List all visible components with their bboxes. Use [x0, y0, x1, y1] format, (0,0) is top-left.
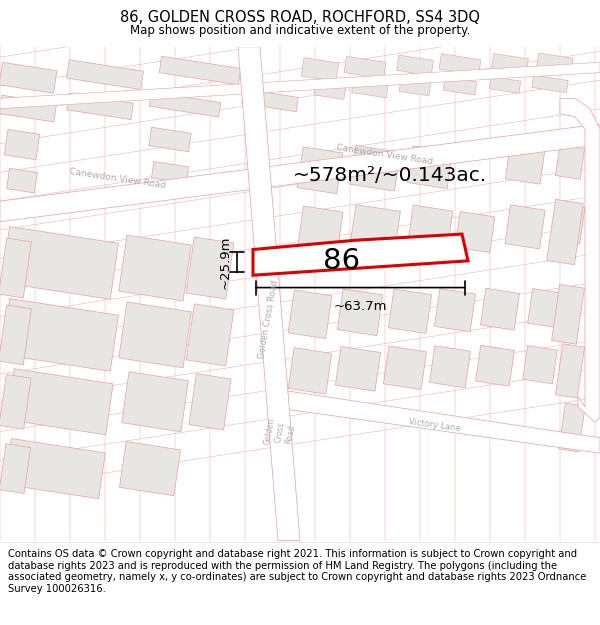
- Polygon shape: [407, 205, 453, 253]
- Polygon shape: [556, 145, 584, 179]
- Polygon shape: [189, 374, 231, 430]
- Polygon shape: [119, 235, 191, 301]
- Polygon shape: [532, 75, 568, 92]
- Polygon shape: [0, 95, 56, 122]
- Polygon shape: [505, 205, 545, 249]
- Polygon shape: [0, 124, 600, 222]
- Text: 86: 86: [323, 247, 361, 275]
- Polygon shape: [297, 147, 343, 194]
- Polygon shape: [455, 212, 495, 253]
- Polygon shape: [547, 199, 583, 264]
- Polygon shape: [481, 288, 520, 330]
- Polygon shape: [399, 78, 431, 96]
- Polygon shape: [253, 234, 468, 275]
- Polygon shape: [5, 439, 106, 499]
- Polygon shape: [383, 346, 427, 389]
- Polygon shape: [0, 62, 57, 93]
- Polygon shape: [350, 146, 400, 191]
- Polygon shape: [149, 92, 221, 117]
- Text: Golden
Cross
Road: Golden Cross Road: [263, 417, 297, 449]
- Polygon shape: [527, 289, 562, 328]
- Polygon shape: [186, 237, 234, 299]
- Text: Golden Cross Road: Golden Cross Road: [257, 279, 280, 359]
- Polygon shape: [476, 346, 514, 386]
- Text: Contains OS data © Crown copyright and database right 2021. This information is : Contains OS data © Crown copyright and d…: [8, 549, 586, 594]
- Polygon shape: [560, 98, 600, 422]
- Polygon shape: [523, 346, 557, 384]
- Polygon shape: [301, 58, 338, 81]
- Polygon shape: [0, 444, 31, 493]
- Polygon shape: [314, 81, 346, 99]
- Text: ~25.9m: ~25.9m: [219, 236, 232, 289]
- Polygon shape: [149, 127, 191, 152]
- Polygon shape: [443, 77, 477, 95]
- Polygon shape: [7, 168, 37, 193]
- Polygon shape: [350, 204, 400, 255]
- Polygon shape: [7, 369, 113, 435]
- Polygon shape: [0, 62, 600, 109]
- Polygon shape: [2, 299, 118, 371]
- Polygon shape: [0, 305, 31, 365]
- Polygon shape: [388, 289, 431, 334]
- Polygon shape: [555, 204, 585, 244]
- Polygon shape: [0, 374, 31, 429]
- Polygon shape: [4, 129, 40, 160]
- Polygon shape: [67, 60, 143, 89]
- Polygon shape: [186, 304, 234, 366]
- Text: ~63.7m: ~63.7m: [334, 300, 387, 313]
- Polygon shape: [489, 76, 521, 93]
- Polygon shape: [344, 56, 386, 79]
- Polygon shape: [270, 388, 600, 453]
- Polygon shape: [556, 344, 584, 398]
- Polygon shape: [0, 238, 31, 298]
- Polygon shape: [119, 302, 191, 368]
- Polygon shape: [67, 94, 133, 119]
- Polygon shape: [242, 89, 298, 112]
- Text: Canewdon View Road: Canewdon View Road: [69, 167, 167, 190]
- Polygon shape: [159, 56, 241, 85]
- Polygon shape: [352, 78, 388, 98]
- Polygon shape: [559, 403, 585, 452]
- Polygon shape: [397, 55, 433, 76]
- Polygon shape: [2, 226, 118, 299]
- Polygon shape: [537, 53, 573, 72]
- Text: Canewdon View Road: Canewdon View Road: [336, 143, 434, 166]
- Text: 86, GOLDEN CROSS ROAD, ROCHFORD, SS4 3DQ: 86, GOLDEN CROSS ROAD, ROCHFORD, SS4 3DQ: [120, 10, 480, 25]
- Text: Victory Lane: Victory Lane: [409, 418, 461, 434]
- Polygon shape: [119, 441, 181, 496]
- Polygon shape: [238, 47, 300, 541]
- Polygon shape: [122, 372, 188, 432]
- Text: ~578m²/~0.143ac.: ~578m²/~0.143ac.: [293, 166, 487, 185]
- Polygon shape: [152, 162, 188, 183]
- Polygon shape: [551, 284, 584, 344]
- Polygon shape: [337, 289, 383, 336]
- Polygon shape: [288, 348, 332, 394]
- Polygon shape: [439, 54, 481, 75]
- Polygon shape: [407, 146, 452, 189]
- Polygon shape: [430, 346, 470, 388]
- Text: Map shows position and indicative extent of the property.: Map shows position and indicative extent…: [130, 24, 470, 36]
- Polygon shape: [288, 290, 332, 339]
- Polygon shape: [335, 346, 380, 391]
- Polygon shape: [491, 54, 529, 73]
- Polygon shape: [505, 146, 545, 184]
- Polygon shape: [297, 206, 343, 258]
- Polygon shape: [434, 289, 476, 332]
